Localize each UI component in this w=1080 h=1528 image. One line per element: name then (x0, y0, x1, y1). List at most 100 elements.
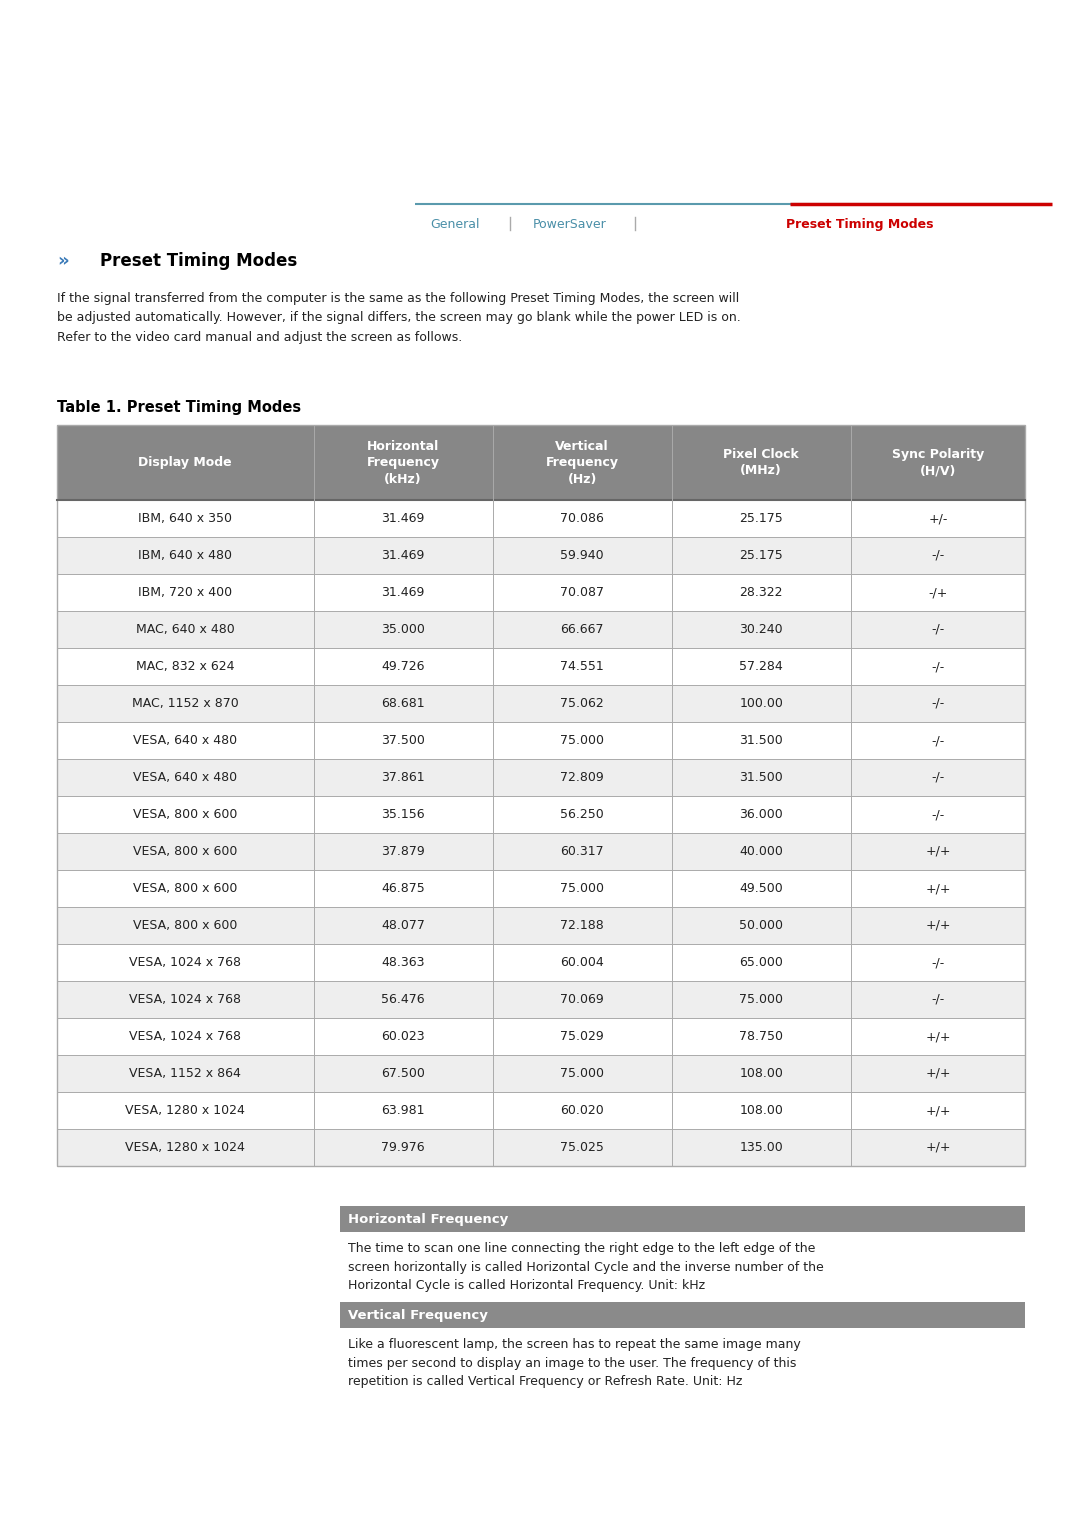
Bar (57, 1018, 1025, 1054)
Text: 78.750: 78.750 (739, 1030, 783, 1044)
Bar (57, 500, 1025, 536)
Text: VESA, 1280 x 1024: VESA, 1280 x 1024 (125, 1105, 245, 1117)
Text: 70.069: 70.069 (561, 993, 604, 1005)
Text: Vertical
Frequency
(Hz): Vertical Frequency (Hz) (545, 440, 619, 486)
Text: VESA, 640 x 480: VESA, 640 x 480 (133, 772, 238, 784)
Text: Like a fluorescent lamp, the screen has to repeat the same image many
times per : Like a fluorescent lamp, the screen has … (348, 1339, 800, 1387)
Bar (340, 1302, 1025, 1328)
Text: 48.077: 48.077 (381, 918, 426, 932)
Text: 31.500: 31.500 (740, 772, 783, 784)
Text: 68.681: 68.681 (381, 697, 424, 711)
Text: 31.469: 31.469 (381, 512, 424, 526)
Text: 56.476: 56.476 (381, 993, 424, 1005)
Bar (57, 981, 1025, 1018)
Text: IBM, 640 x 350: IBM, 640 x 350 (138, 512, 232, 526)
Text: If the signal transferred from the computer is the same as the following Preset : If the signal transferred from the compu… (57, 292, 741, 344)
Text: VESA, 800 x 600: VESA, 800 x 600 (133, 808, 238, 821)
Text: 59.940: 59.940 (561, 549, 604, 562)
Text: 60.020: 60.020 (561, 1105, 604, 1117)
Text: 36.000: 36.000 (740, 808, 783, 821)
Text: 75.000: 75.000 (561, 882, 604, 895)
Text: VESA, 800 x 600: VESA, 800 x 600 (133, 882, 238, 895)
Text: IBM, 720 x 400: IBM, 720 x 400 (138, 587, 232, 599)
Bar (57, 1054, 1025, 1093)
Text: -/-: -/- (931, 957, 945, 969)
Text: -/+: -/+ (928, 587, 947, 599)
Text: VESA, 1024 x 768: VESA, 1024 x 768 (130, 1030, 241, 1044)
Bar (57, 944, 1025, 981)
Text: »: » (57, 252, 69, 270)
Text: +/+: +/+ (926, 1105, 950, 1117)
Text: 49.500: 49.500 (740, 882, 783, 895)
Bar (57, 908, 1025, 944)
Text: 40.000: 40.000 (740, 845, 783, 859)
Text: 108.00: 108.00 (740, 1067, 783, 1080)
Text: -/-: -/- (931, 549, 945, 562)
Text: -/-: -/- (931, 697, 945, 711)
Text: +/+: +/+ (926, 882, 950, 895)
Text: 60.023: 60.023 (381, 1030, 424, 1044)
Text: Preset Timing Modes: Preset Timing Modes (100, 252, 297, 270)
Text: +/+: +/+ (926, 918, 950, 932)
Text: VESA, 800 x 600: VESA, 800 x 600 (133, 918, 238, 932)
Text: +/+: +/+ (926, 1030, 950, 1044)
Text: Sync Polarity
(H/V): Sync Polarity (H/V) (892, 448, 984, 477)
Text: 75.062: 75.062 (561, 697, 604, 711)
Text: 75.000: 75.000 (561, 733, 604, 747)
Text: -/-: -/- (931, 993, 945, 1005)
Text: 108.00: 108.00 (740, 1105, 783, 1117)
Text: -/-: -/- (931, 623, 945, 636)
Text: 25.175: 25.175 (740, 512, 783, 526)
Bar (57, 536, 1025, 575)
Text: MAC, 1152 x 870: MAC, 1152 x 870 (132, 697, 239, 711)
Text: VESA, 1152 x 864: VESA, 1152 x 864 (130, 1067, 241, 1080)
Bar (57, 1093, 1025, 1129)
Text: 48.363: 48.363 (381, 957, 424, 969)
Text: Pixel Clock
(MHz): Pixel Clock (MHz) (724, 448, 799, 477)
Text: VESA, 1024 x 768: VESA, 1024 x 768 (130, 957, 241, 969)
Text: Display Mode: Display Mode (138, 455, 232, 469)
Text: +/+: +/+ (926, 1141, 950, 1154)
Bar (57, 1129, 1025, 1166)
Text: 70.087: 70.087 (561, 587, 604, 599)
Text: 67.500: 67.500 (381, 1067, 426, 1080)
Text: +/+: +/+ (926, 845, 950, 859)
Text: -/-: -/- (931, 660, 945, 672)
Text: Vertical Frequency: Vertical Frequency (348, 1308, 488, 1322)
Text: 31.469: 31.469 (381, 587, 424, 599)
Text: 46.875: 46.875 (381, 882, 424, 895)
Text: 74.551: 74.551 (561, 660, 604, 672)
Text: VESA, 800 x 600: VESA, 800 x 600 (133, 845, 238, 859)
Text: Horizontal Frequency: Horizontal Frequency (348, 1213, 509, 1225)
Text: 35.156: 35.156 (381, 808, 424, 821)
Text: 66.667: 66.667 (561, 623, 604, 636)
Text: 37.861: 37.861 (381, 772, 424, 784)
Text: Horizontal
Frequency
(kHz): Horizontal Frequency (kHz) (366, 440, 440, 486)
Text: 72.188: 72.188 (561, 918, 604, 932)
Text: -/-: -/- (931, 772, 945, 784)
Text: VESA, 640 x 480: VESA, 640 x 480 (133, 733, 238, 747)
Text: 56.250: 56.250 (561, 808, 604, 821)
Bar (57, 685, 1025, 723)
Text: 72.809: 72.809 (561, 772, 604, 784)
Text: 37.500: 37.500 (381, 733, 426, 747)
Text: 70.086: 70.086 (561, 512, 604, 526)
Text: General: General (430, 219, 480, 231)
Text: 75.029: 75.029 (561, 1030, 604, 1044)
Text: 25.175: 25.175 (740, 549, 783, 562)
Bar (57, 833, 1025, 869)
Text: -/-: -/- (931, 733, 945, 747)
Text: MAC, 640 x 480: MAC, 640 x 480 (136, 623, 234, 636)
Text: 31.500: 31.500 (740, 733, 783, 747)
Text: 63.981: 63.981 (381, 1105, 424, 1117)
Text: Preset Timing Modes: Preset Timing Modes (786, 219, 934, 231)
Text: 79.976: 79.976 (381, 1141, 424, 1154)
Text: 60.317: 60.317 (561, 845, 604, 859)
Text: MAC, 832 x 624: MAC, 832 x 624 (136, 660, 234, 672)
Text: 100.00: 100.00 (740, 697, 783, 711)
Text: The time to scan one line connecting the right edge to the left edge of the
scre: The time to scan one line connecting the… (348, 1242, 824, 1293)
Text: IBM, 640 x 480: IBM, 640 x 480 (138, 549, 232, 562)
Text: 75.025: 75.025 (561, 1141, 604, 1154)
Text: 31.469: 31.469 (381, 549, 424, 562)
Text: 50.000: 50.000 (739, 918, 783, 932)
